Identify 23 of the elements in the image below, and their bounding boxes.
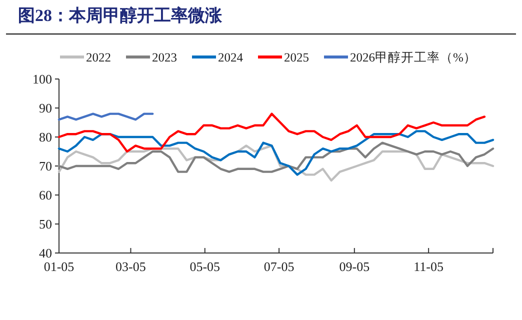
line-series: [58, 130, 494, 176]
legend-label: 2026甲醇开工率（%）: [350, 50, 476, 64]
line-series: [58, 142, 494, 173]
line-series: [58, 144, 494, 182]
y-tick-label: 80: [39, 130, 52, 145]
y-tick-label: 40: [39, 246, 52, 261]
y-tick-label: 70: [39, 158, 52, 174]
chart-title: 图28：本周甲醇开工率微涨: [18, 6, 223, 25]
y-tick-label: 90: [39, 100, 52, 116]
legend-label: 2022: [86, 50, 111, 64]
x-tick-label: 07-05: [264, 259, 294, 274]
x-tick-label: 05-05: [190, 259, 220, 274]
y-tick-label: 50: [39, 216, 52, 232]
legend-label: 2024: [218, 50, 244, 64]
x-tick-label: 09-05: [339, 259, 370, 274]
legend-label: 2023: [152, 50, 177, 64]
y-tick-label: 100: [32, 72, 52, 87]
x-tick-label: 11-05: [414, 259, 444, 274]
legend-label: 2025: [284, 50, 309, 64]
y-tick-label: 60: [39, 188, 52, 203]
line-series: [58, 112, 486, 153]
x-tick-label: 01-05: [44, 259, 74, 274]
x-tick-label: 03-05: [116, 259, 146, 274]
